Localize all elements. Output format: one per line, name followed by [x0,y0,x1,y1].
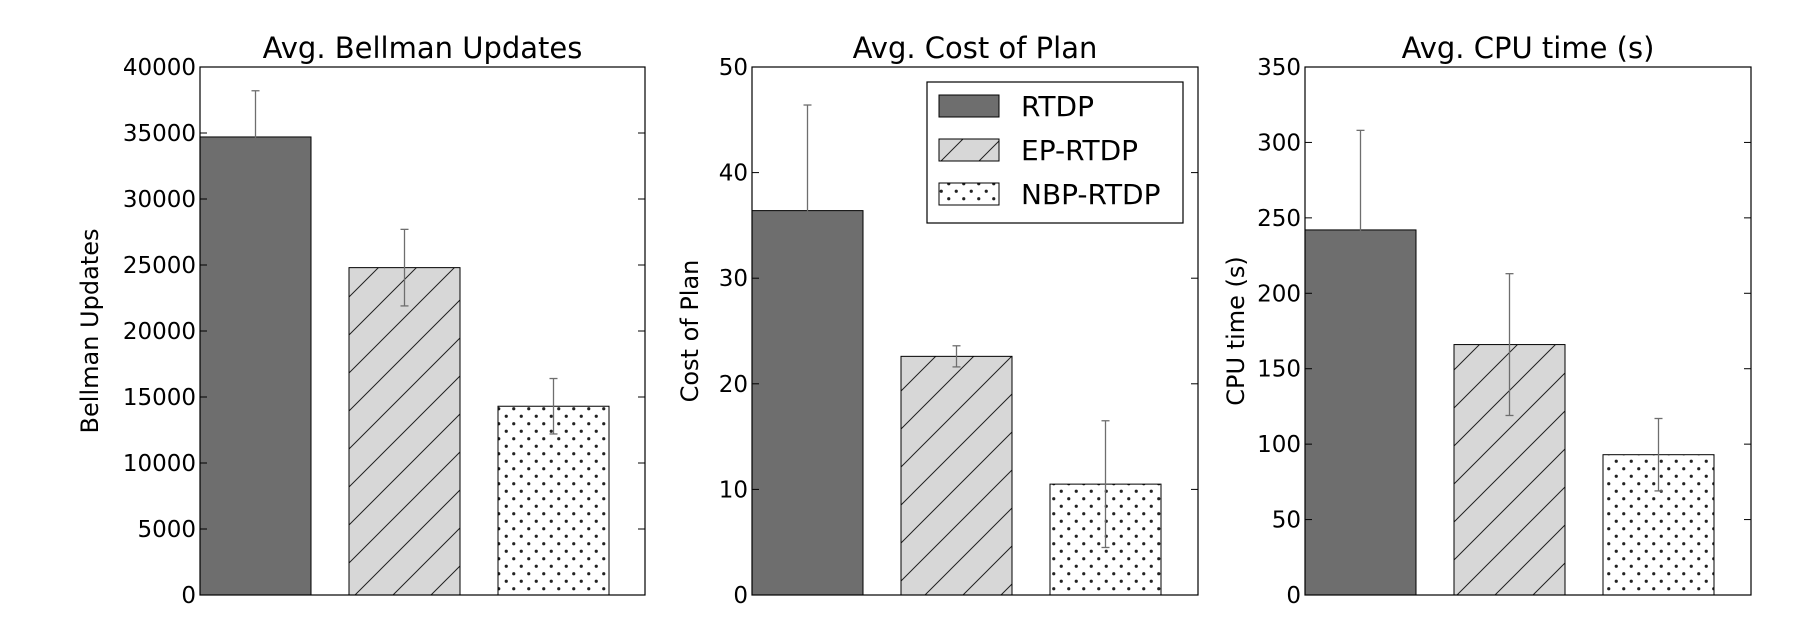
y-tick-label: 300 [1257,130,1301,156]
error-bar-rtdp [803,104,812,317]
chart-title: Avg. CPU time (s) [1402,31,1655,65]
y-tick-label: 20000 [123,319,196,345]
y-tick-label: 35000 [123,121,196,147]
legend: RTDP EP-RTDP NBP-RTDP [926,81,1184,224]
y-tick-label: 50 [1272,508,1301,534]
error-bar-ep-rtdp [1505,273,1514,417]
chart-3: Avg. CPU time (s) 0 50 100 150 200 250 300 350 CP… [1222,31,1752,609]
y-tick-label: 40000 [123,55,196,81]
plot-frame [1304,66,1752,596]
error-bar-rtdp [1356,129,1365,331]
y-axis-label: Bellman Updates [76,229,104,434]
legend-label-ep-rtdp: EP-RTDP [1021,134,1138,167]
y-tick-label: 350 [1257,55,1301,81]
error-bar-ep-rtdp [952,345,961,368]
error-bar-nbp-rtdp [549,377,558,435]
y-axis-label: Cost of Plan [676,260,704,403]
bar-rtdp [199,136,312,596]
error-bar-nbp-rtdp [1654,417,1663,492]
y-tick-label: 40 [719,161,748,187]
y-tick-label: 10000 [123,451,196,477]
y-tick-label: 250 [1257,206,1301,232]
legend-swatch-rtdp [938,94,1000,118]
y-tick-label: 0 [1286,583,1301,609]
y-axis-label: CPU time (s) [1222,256,1250,406]
bar-nbp-rtdp [497,405,610,596]
y-tick-label: 30 [719,266,748,292]
y-tick-label: 100 [1257,432,1301,458]
y-tick-label: 200 [1257,281,1301,307]
y-tick-label: 30000 [123,187,196,213]
plot-frame [751,66,1199,596]
y-tick-label: 20 [719,372,748,398]
legend-swatch-nbp-rtdp [938,182,1000,206]
legend-swatch-ep-rtdp [938,138,1000,162]
y-tick-label: 5000 [137,517,196,543]
error-bar-nbp-rtdp [1101,420,1110,549]
error-bar-ep-rtdp [400,228,409,307]
error-bar-rtdp [251,90,260,184]
bar-ep-rtdp [900,355,1013,596]
bar-ep-rtdp [348,267,461,596]
y-tick-label: 10 [719,477,748,503]
chart-1: Avg. Bellman Updates 0 5000 10000 15000 20000… [76,31,646,609]
y-tick-label: 0 [733,583,748,609]
chart-title: Avg. Cost of Plan [853,31,1098,65]
legend-label-nbp-rtdp: NBP-RTDP [1021,178,1161,211]
legend-label-rtdp: RTDP [1021,90,1094,123]
chart-2: Avg. Cost of Plan 0 10 20 30 40 50 Cost of Plan [676,31,1199,609]
y-tick-label: 0 [181,583,196,609]
y-tick-label: 150 [1257,357,1301,383]
y-tick-label: 25000 [123,253,196,279]
chart-title: Avg. Bellman Updates [263,31,583,65]
y-tick-label: 15000 [123,385,196,411]
y-tick-label: 50 [719,55,748,81]
